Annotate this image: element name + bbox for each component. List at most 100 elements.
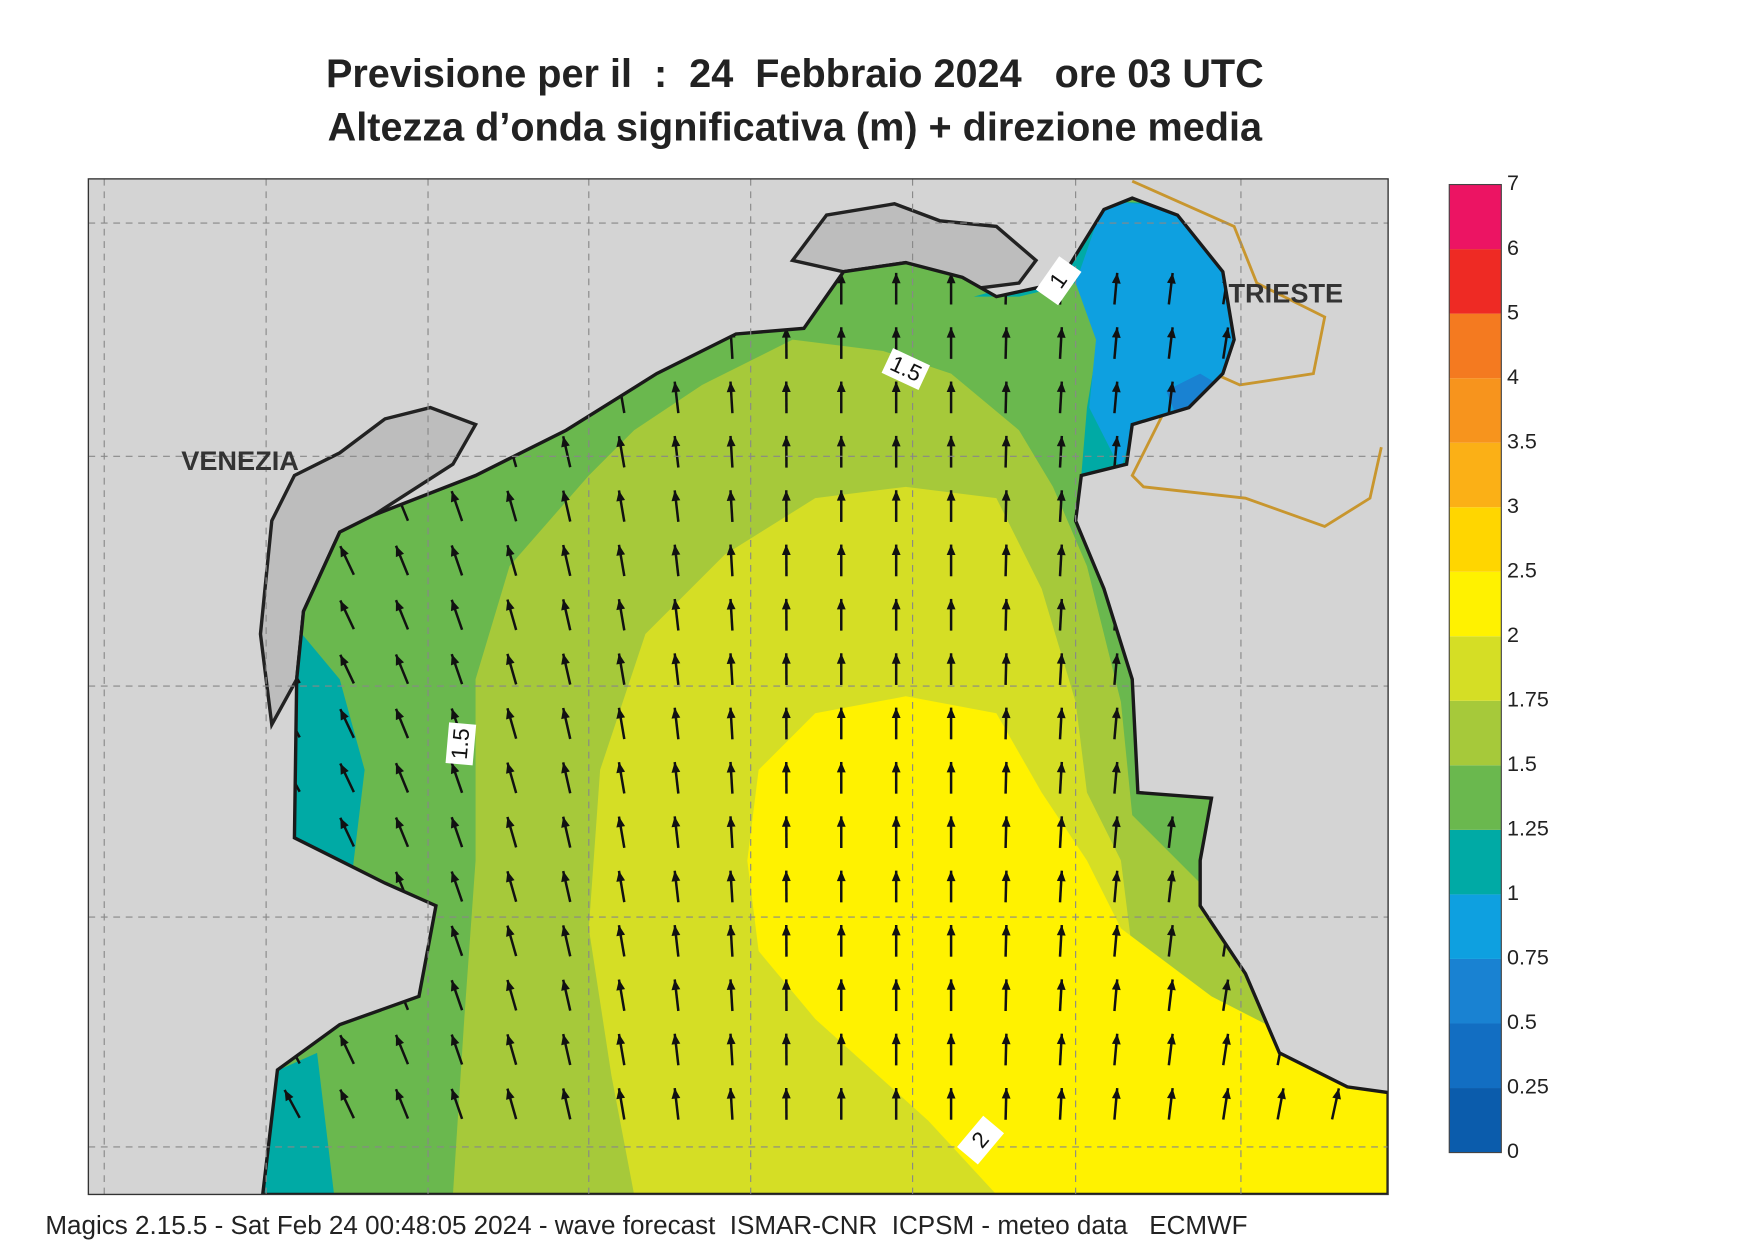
arrow-head bbox=[1167, 272, 1176, 284]
wave-arrow bbox=[394, 1088, 410, 1120]
arrow-head bbox=[726, 925, 736, 936]
title-line: Previsione per il : 24 Febbraio 2024 ore… bbox=[326, 52, 1264, 96]
colorbar-band bbox=[1449, 636, 1502, 701]
arrow-head bbox=[946, 598, 956, 610]
arrow-head bbox=[450, 871, 460, 883]
arrow-head bbox=[1167, 870, 1176, 882]
wave-arrow bbox=[891, 598, 901, 631]
arrow-head bbox=[891, 272, 901, 284]
arrow-head bbox=[671, 925, 681, 936]
arrow-head bbox=[891, 544, 901, 556]
arrow-head bbox=[671, 544, 681, 556]
arrow-head bbox=[1332, 1088, 1341, 1100]
wave-arrow bbox=[946, 707, 956, 740]
arrow-head bbox=[616, 653, 626, 665]
arrow-head bbox=[506, 708, 515, 720]
wave-arrow bbox=[561, 979, 572, 1011]
wave-arrow bbox=[781, 816, 791, 849]
arrow-head bbox=[726, 490, 736, 501]
wave-arrow bbox=[1056, 870, 1066, 903]
wave-arrow bbox=[1111, 707, 1121, 740]
arrow-head bbox=[1111, 272, 1121, 284]
wave-arrow bbox=[450, 1034, 464, 1065]
wave-arrow bbox=[671, 490, 681, 522]
colorbar-band bbox=[1449, 829, 1502, 895]
arrow-head bbox=[946, 924, 956, 936]
wave-arrow bbox=[781, 1088, 791, 1120]
wave-arrow bbox=[1056, 1033, 1066, 1066]
wave-arrow bbox=[946, 544, 956, 577]
colorbar-label: 0.5 bbox=[1507, 1010, 1537, 1034]
contour-label-bg bbox=[445, 722, 477, 766]
arrow-head bbox=[891, 490, 901, 501]
arrow-head bbox=[340, 709, 349, 721]
arrow-head bbox=[561, 816, 570, 828]
wave-arrow bbox=[946, 761, 956, 794]
arrow-head bbox=[340, 654, 349, 667]
wave-arrow bbox=[836, 544, 846, 577]
wave-arrow bbox=[506, 599, 518, 631]
arrow-head bbox=[891, 327, 901, 338]
band bbox=[747, 696, 1389, 1195]
wave-arrow bbox=[1056, 761, 1066, 794]
wave-arrow bbox=[1167, 870, 1176, 903]
wave-arrow bbox=[891, 707, 901, 740]
wave-arrow bbox=[891, 924, 901, 957]
wave-arrow bbox=[891, 1088, 901, 1120]
arrow-head bbox=[726, 761, 736, 773]
wave-arrow bbox=[1111, 381, 1121, 414]
wave-arrow bbox=[1056, 816, 1066, 849]
arrow-head bbox=[1056, 490, 1066, 501]
arrow-head bbox=[836, 544, 846, 556]
wave-arrow bbox=[671, 435, 681, 468]
wave-arrow bbox=[946, 816, 956, 849]
arrow-head bbox=[340, 763, 349, 775]
arrow-head bbox=[561, 762, 570, 774]
arrow-head bbox=[450, 708, 460, 720]
arrow-head bbox=[1222, 327, 1231, 339]
wave-arrow bbox=[1111, 327, 1121, 359]
arrow-head bbox=[1001, 1088, 1011, 1099]
colorbar-label: 0.25 bbox=[1507, 1075, 1549, 1099]
colorbar-frame bbox=[1448, 183, 1502, 1154]
colorbar-label: 1.5 bbox=[1507, 752, 1537, 776]
wave-arrow bbox=[726, 1087, 736, 1120]
arrow-head bbox=[1111, 435, 1121, 447]
wave-arrow bbox=[946, 653, 956, 685]
wave-arrow bbox=[671, 761, 681, 794]
arrow-head bbox=[450, 817, 460, 829]
wave-arrow bbox=[836, 1088, 846, 1120]
arrow-head bbox=[561, 544, 570, 557]
wave-arrow bbox=[506, 925, 518, 957]
arrow-head bbox=[726, 870, 736, 882]
arrow-head bbox=[616, 544, 626, 556]
arrow-head bbox=[450, 980, 460, 992]
wave-arrow bbox=[671, 653, 681, 686]
arrow-head bbox=[836, 870, 846, 882]
arrow-head bbox=[836, 490, 846, 501]
arrow-head bbox=[506, 545, 515, 557]
wave-arrow bbox=[394, 817, 410, 848]
wave-arrow bbox=[946, 598, 956, 631]
wave-arrow bbox=[1056, 435, 1066, 468]
arrow-head bbox=[1111, 870, 1121, 882]
wave-arrow bbox=[1167, 327, 1176, 359]
arrow-head bbox=[395, 545, 405, 558]
arrow-head bbox=[506, 762, 515, 774]
arrow-head bbox=[1111, 762, 1121, 773]
arrow-head bbox=[1167, 327, 1176, 339]
wave-arrow bbox=[506, 1033, 518, 1066]
wave-arrow bbox=[946, 272, 956, 305]
wave-arrow bbox=[781, 327, 791, 359]
contour-label-bg bbox=[1035, 256, 1082, 306]
arrow-head bbox=[1001, 435, 1011, 447]
contour-label-bg bbox=[957, 1115, 1005, 1165]
arrow-head bbox=[1111, 925, 1121, 936]
wave-arrow bbox=[671, 707, 681, 740]
wave-arrow bbox=[450, 1088, 464, 1120]
colorbar-band bbox=[1449, 378, 1502, 443]
arrow-head bbox=[1111, 707, 1121, 719]
wave-arrow bbox=[1167, 272, 1176, 305]
arrow-head bbox=[781, 653, 791, 664]
